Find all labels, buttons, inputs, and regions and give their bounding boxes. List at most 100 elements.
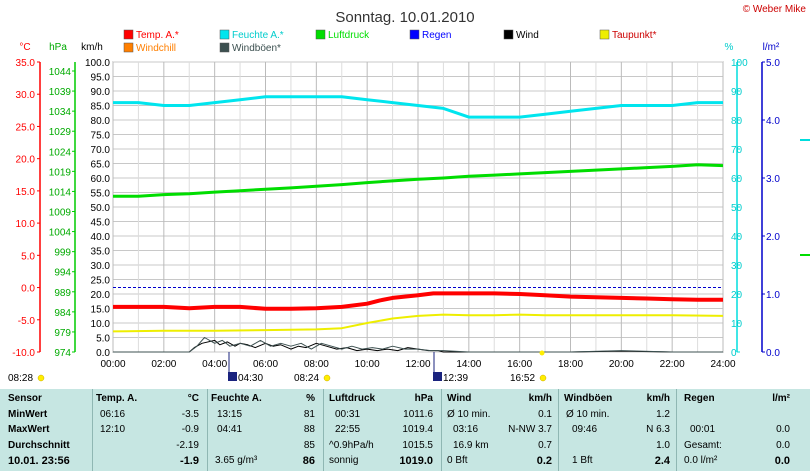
rain-unit-cell: l/m² [772, 393, 790, 404]
marker-time: 16:52 [510, 373, 535, 384]
x-tick-label: 18:00 [558, 359, 583, 370]
wind-unit-cell: km/h [528, 393, 552, 404]
wind-tick-label: 10.0 [91, 319, 111, 330]
humidity-unit-cell: % [306, 393, 315, 404]
legend-swatch [315, 29, 326, 40]
legend-swatch [219, 42, 230, 53]
wind-distance: 16.9 km [453, 440, 489, 451]
temp-tick-label: 20.0 [16, 155, 36, 166]
wind-max-time: 03:16 [453, 424, 479, 435]
pressure-tick-label: 1009 [49, 208, 72, 219]
legend-label: Feuchte A.* [232, 30, 284, 41]
x-tick-label: 06:00 [253, 359, 278, 370]
humidity-header: Feuchte A. [211, 393, 262, 404]
humidity-max-time: 04:41 [217, 424, 243, 435]
wind-tick-label: 0.0 [96, 348, 110, 359]
max-marker-icon [228, 372, 237, 381]
pressure-max-value: 1019.4 [402, 424, 433, 435]
chart-axes: 35.0 30.0 25.0 20.0 15.0 10.0 5.0 0.0 -5.0 -10.0 1… [12, 58, 810, 370]
wind-tick-label: 65.0 [91, 160, 111, 171]
chart-series [112, 95, 724, 353]
wind-tick-label: 5.0 [96, 334, 110, 345]
legend-label: Temp. A.* [136, 30, 179, 41]
pressure-tick-label: 1004 [49, 228, 72, 239]
max-row-label: MaxWert [8, 424, 50, 435]
pressure-unit: hPa [49, 42, 67, 53]
wind-day-avg: 0.7 [538, 440, 552, 451]
legend-swatch [409, 29, 420, 40]
column-divider [558, 389, 559, 471]
humidity-max-value: 88 [303, 424, 315, 435]
temp-tick-label: 10.0 [16, 219, 36, 230]
pressure-tick-label: 1044 [49, 67, 72, 78]
temp-tick-label: 15.0 [16, 187, 36, 198]
avg-row-label: Durchschnitt [8, 440, 70, 451]
rain-total-value: 0.0 [776, 440, 790, 451]
humidity-min-value: 81 [303, 409, 315, 420]
pressure-max-time: 22:55 [335, 424, 361, 435]
temp-min-value: -3.5 [181, 409, 199, 420]
humidity-tick-label: 90 [731, 87, 743, 98]
humidity-abs-value: 3.65 g/m³ [215, 455, 258, 466]
pressure-trend: ^0.9hPa/h [329, 440, 374, 451]
gust-avg-label: Ø 10 min. [566, 409, 610, 420]
wind-tick-label: 80.0 [91, 116, 111, 127]
temp-max-time: 12:10 [100, 424, 126, 435]
temp-max-value: -0.9 [181, 424, 199, 435]
column-divider [441, 389, 442, 471]
pressure-unit-cell: hPa [414, 393, 433, 404]
gust-header: Windböen [564, 393, 613, 404]
legend-swatch [123, 29, 134, 40]
pressure-header: Luftdruck [329, 393, 376, 404]
sensor-column: Sensor MinWert MaxWert Durchschnitt 10.0… [0, 389, 92, 471]
column-divider [207, 389, 208, 471]
humidity-tick-label: 80 [731, 116, 743, 127]
gust-unit-cell: km/h [646, 393, 670, 404]
wind-tick-label: 75.0 [91, 131, 111, 142]
rain-column: Regen l/m² 00:01 0.0 Gesamt: 0.0 0.0 l/m… [676, 389, 796, 471]
humidity-min-time: 13:15 [217, 409, 243, 420]
current-row-label: 10.01. 23:56 [8, 455, 70, 467]
gust-max-time: 09:46 [572, 424, 598, 435]
pressure-tick-label: 1019 [49, 167, 72, 178]
series-line [113, 163, 724, 198]
series-line [112, 313, 724, 333]
humidity-tick-label: 20 [731, 290, 743, 301]
max-marker-icon [433, 372, 442, 381]
credit-label: © Weber Mike [743, 4, 807, 15]
rain-unit: l/m² [763, 42, 780, 53]
pressure-tick-label: 984 [54, 308, 71, 319]
marker-time: 12:39 [443, 373, 468, 384]
rain-tick-label: 5.0 [766, 58, 780, 69]
pressure-tick-label: 1029 [49, 127, 72, 138]
humidity-avg-value: 85 [303, 440, 315, 451]
rain-tick-label: 3.0 [766, 174, 780, 185]
forecast-label: sonnig [329, 455, 359, 466]
x-tick-label: 08:00 [304, 359, 329, 370]
sensor-header: Sensor [8, 393, 42, 404]
rain-tick-label: 4.0 [766, 116, 780, 127]
rain-tick-label: 1.0 [766, 290, 780, 301]
pressure-tick-label: 1039 [49, 87, 72, 98]
pressure-tick-label: 989 [54, 288, 71, 299]
x-tick-label: 04:00 [202, 359, 227, 370]
chart-legend: Temp. A.* Feuchte A.* Luftdruck Regen Wind Ta… [123, 29, 657, 54]
humidity-tick-label: 50 [731, 203, 743, 214]
rain-rate: 0.0 l/m² [684, 455, 718, 466]
series-line [113, 95, 723, 119]
pressure-tick-label: 974 [54, 348, 71, 359]
humidity-unit: % [725, 42, 734, 53]
marker-time: 08:28 [8, 373, 33, 384]
wind-tick-label: 95.0 [91, 73, 111, 84]
series-line [113, 339, 723, 353]
sun-icon [37, 374, 45, 382]
x-tick-label: 12:00 [405, 359, 430, 370]
wind-tick-label: 70.0 [91, 145, 111, 156]
temp-unit: °C [19, 42, 30, 53]
temp-tick-label: -5.0 [18, 316, 36, 327]
humidity-tick-label: 30 [731, 261, 743, 272]
legend-label: Wind [516, 30, 539, 41]
gust-avg-value: 1.2 [656, 409, 670, 420]
time-markers: 08:28 04:30 08:24 12:39 16:52 [8, 350, 547, 384]
wind-avg-value: 0.1 [538, 409, 552, 420]
